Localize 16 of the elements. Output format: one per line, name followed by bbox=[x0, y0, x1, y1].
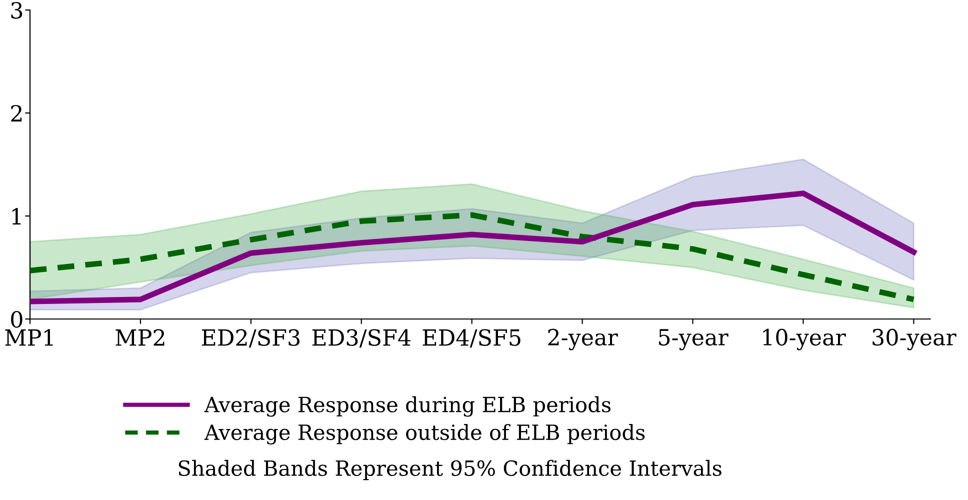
y-tick-label: 2 bbox=[11, 104, 22, 122]
legend-label: Average Response outside of ELB periods bbox=[204, 424, 645, 444]
y-tick-label: 3 bbox=[11, 2, 22, 19]
x-tick-label: 5-year bbox=[659, 329, 728, 350]
x-tick-label: ED4/SF5 bbox=[422, 329, 520, 348]
x-tick-label: MP2 bbox=[116, 329, 164, 346]
y-tick-label: 1 bbox=[12, 208, 21, 224]
legend-label: Average Response during ELB periods bbox=[204, 396, 611, 417]
x-tick-label: MP1 bbox=[5, 329, 53, 346]
x-tick-label: ED3/SF4 bbox=[312, 329, 410, 348]
x-tick-label: 10-year bbox=[763, 328, 846, 350]
x-tick-label: ED2/SF3 bbox=[202, 329, 300, 348]
x-tick-label: 2-year bbox=[548, 328, 618, 350]
text: Shaded Bands Represent 95% Confidence Intervals bbox=[178, 460, 722, 480]
x-tick-label: 30-year bbox=[872, 328, 956, 350]
y-tick-label: 0 bbox=[11, 310, 22, 328]
